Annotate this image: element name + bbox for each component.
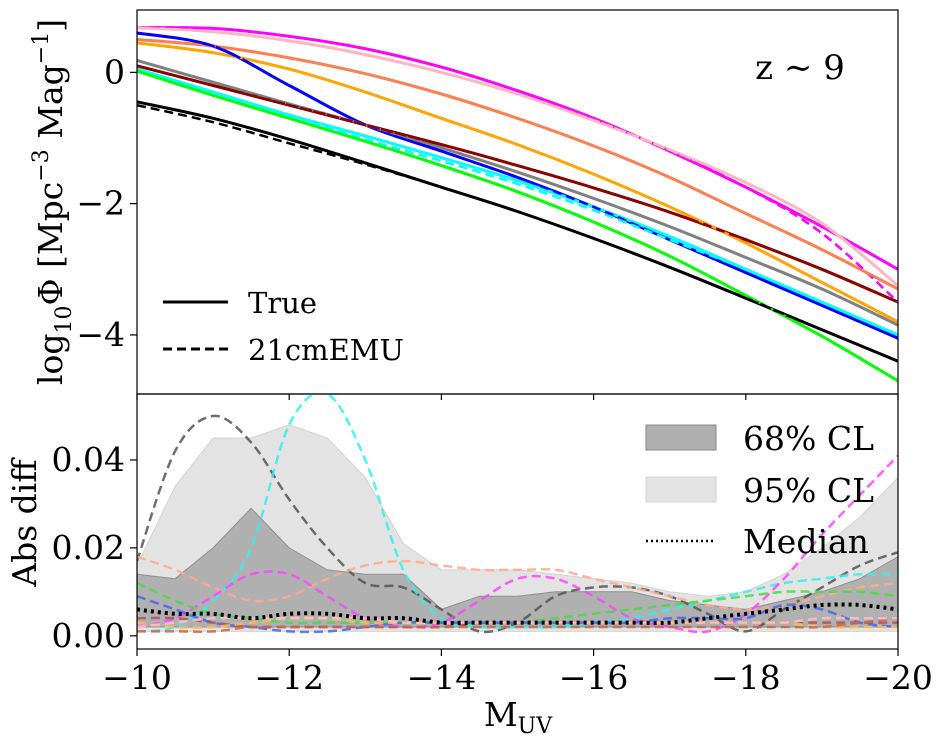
redshift-annotation: z ∼ 9	[755, 48, 845, 88]
legend-68cl-label: 68% CL	[743, 419, 874, 458]
legend-true-label: True	[248, 286, 317, 320]
bottom-legend: 68% CL 95% CL Median	[645, 419, 874, 561]
top-plot-area	[137, 26, 898, 383]
x-tick-label: −12	[254, 658, 324, 697]
x-tick-label: −16	[559, 658, 629, 697]
x-tick-label: −10	[102, 658, 172, 697]
legend-21cmemu-label: 21cmEMU	[248, 333, 404, 367]
emu-line-0	[137, 26, 898, 304]
x-axis-label: MUV	[484, 695, 553, 739]
ylabel-part-a: log	[31, 334, 70, 386]
absdiff-line-2	[137, 555, 898, 611]
absdiff-line-0	[137, 414, 898, 634]
top-y-axis-label: log10Φ [Mpc−3 Mag−1]	[29, 19, 77, 385]
bottom-y-axis-label: Abs diff	[5, 457, 44, 588]
emu-line-3	[137, 41, 898, 323]
top-y-ticks: 0 −2 −4	[76, 52, 899, 400]
x-ticks: −10 −12 −14 −16 −18 −20	[102, 649, 933, 697]
emu-line-2	[137, 38, 898, 291]
legend-median-label: Median	[743, 522, 869, 561]
ylabel-part-a-sub: 10	[52, 306, 77, 334]
absdiff-line-4	[137, 581, 898, 625]
top-panel: 0 −2 −4 z ∼ 9 log10Φ [Mpc−3 Mag−1] True 21…	[29, 9, 899, 400]
top-series-group	[137, 26, 898, 383]
bottom-y-tick-label: 0.00	[52, 616, 125, 655]
emu-line-8	[137, 69, 898, 382]
top-y-tick-label: −4	[76, 315, 125, 354]
bottom-y-ticks: 0.00 0.02 0.04	[52, 440, 137, 655]
legend-68cl-swatch	[645, 424, 717, 451]
absdiff-line-8	[137, 616, 898, 633]
bottom-panel: 0.00 0.02 0.04 −10 −12 −14 −16 −18 −20 Abs diff…	[5, 393, 933, 739]
bottom-plot-area	[137, 394, 898, 634]
ylabel-part-b: Φ [Mpc	[31, 182, 70, 306]
ylabel-part-c-sup: −1	[29, 32, 54, 64]
x-tick-label: −18	[711, 658, 781, 697]
median-line	[137, 602, 898, 625]
legend-95cl-swatch	[645, 476, 717, 503]
emu-line-7	[137, 64, 898, 304]
x-tick-label: −20	[863, 658, 933, 697]
top-legend: True 21cmEMU	[163, 286, 404, 367]
top-y-tick-label: 0	[104, 52, 125, 91]
bottom-series-group	[137, 394, 898, 634]
xlabel-sub: UV	[518, 714, 554, 739]
bottom-panel-frame	[136, 393, 899, 650]
ylabel-part-c: Mag	[31, 64, 70, 149]
emu-line-6	[137, 59, 898, 327]
xlabel-main: M	[484, 695, 518, 734]
bottom-y-tick-label: 0.04	[52, 440, 125, 479]
top-y-tick-label: −2	[76, 184, 125, 223]
emu-line-1	[137, 26, 898, 287]
absdiff-line-9	[137, 616, 898, 629]
ylabel-part-d: ]	[31, 19, 70, 32]
x-tick-label: −14	[407, 658, 477, 697]
emu-line-9	[137, 103, 898, 363]
bottom-y-tick-label: 0.02	[52, 528, 125, 567]
ylabel-part-b-sup: −3	[29, 149, 54, 181]
emu-line-4	[137, 31, 898, 340]
emu-line-5	[137, 67, 898, 337]
legend-95cl-label: 95% CL	[743, 471, 874, 510]
